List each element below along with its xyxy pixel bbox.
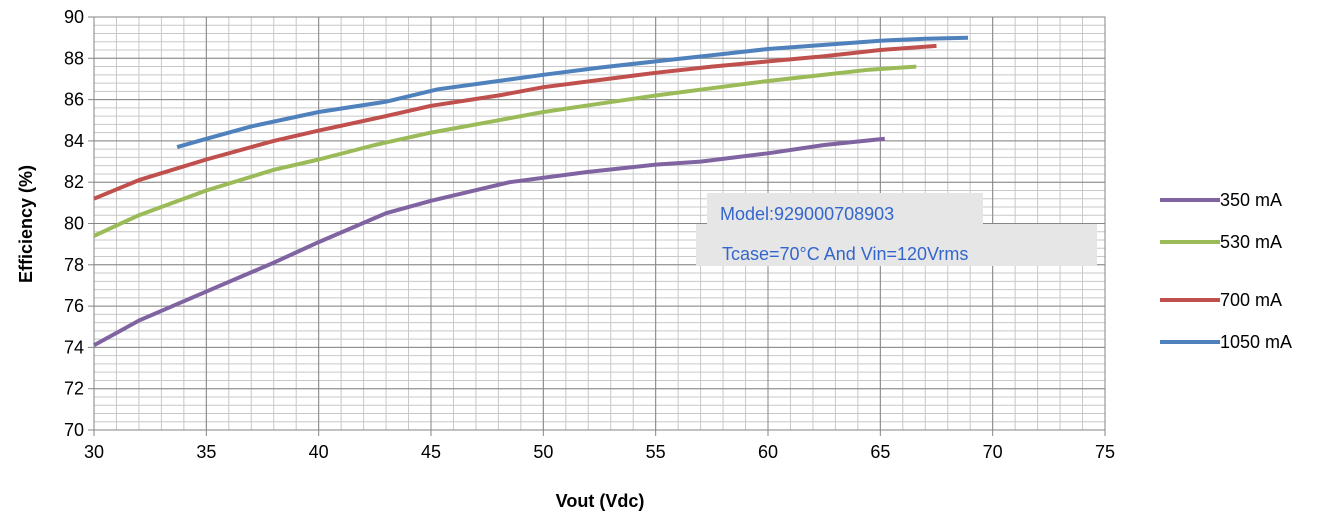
annotation-box: Model:929000708903 Tcase=70°C And Vin=12… (696, 193, 1097, 266)
series-line-1050-ma (176, 35, 969, 150)
x-tick-label: 60 (758, 442, 778, 462)
x-tick-label: 40 (309, 442, 329, 462)
y-tick-label: 88 (64, 48, 84, 68)
y-tick-label: 90 (64, 7, 84, 27)
x-tick-label: 30 (84, 442, 104, 462)
x-tick-label: 50 (533, 442, 553, 462)
x-tick-label: 65 (870, 442, 890, 462)
legend-label-700-ma: 700 mA (1220, 290, 1282, 310)
annotation-box-top (707, 193, 983, 227)
legend-label-530-ma: 530 mA (1220, 232, 1282, 252)
y-tick-label: 82 (64, 172, 84, 192)
x-tick-label: 55 (646, 442, 666, 462)
y-tick-label: 72 (64, 379, 84, 399)
y-tick-label: 86 (64, 90, 84, 110)
x-tick-label: 45 (421, 442, 441, 462)
x-tick-label: 70 (983, 442, 1003, 462)
y-axis-title: Efficiency (%) (16, 165, 36, 283)
series-line-530-ma (93, 64, 917, 238)
y-tick-label: 80 (64, 214, 84, 234)
y-axis-ticks: 70 72 74 76 78 80 82 84 86 88 90 (64, 7, 94, 440)
series-line-700-ma (93, 43, 937, 201)
y-tick-label: 76 (64, 296, 84, 316)
legend-label-350-ma: 350 mA (1220, 190, 1282, 210)
x-axis-ticks: 30 35 40 45 50 55 60 65 70 75 (84, 430, 1115, 462)
legend: 350 mA 530 mA 700 mA 1050 mA (1160, 190, 1292, 352)
series-line-350-ma (93, 136, 886, 348)
y-tick-label: 70 (64, 420, 84, 440)
y-tick-label: 78 (64, 255, 84, 275)
series-lines (93, 35, 969, 348)
x-tick-label: 35 (196, 442, 216, 462)
annotation-box-bottom (696, 224, 1097, 266)
annotation-model: Model:929000708903 (720, 204, 894, 224)
x-tick-label: 75 (1095, 442, 1115, 462)
y-tick-label: 74 (64, 337, 84, 357)
x-axis-title: Vout (Vdc) (556, 491, 645, 511)
annotation-conditions: Tcase=70°C And Vin=120Vrms (722, 244, 968, 264)
legend-label-1050-ma: 1050 mA (1220, 332, 1292, 352)
y-tick-label: 84 (64, 131, 84, 151)
